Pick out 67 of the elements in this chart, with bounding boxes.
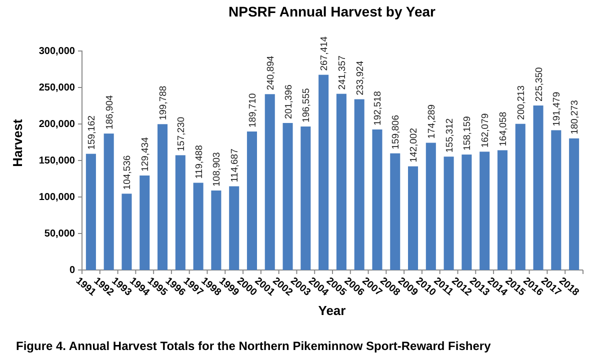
bar: [264, 94, 275, 270]
bar: [175, 155, 186, 270]
data-label: 104,536: [122, 155, 134, 190]
bar: [533, 105, 544, 270]
bar: [300, 126, 311, 270]
bar: [372, 129, 382, 270]
bar: [444, 156, 454, 270]
bar: [211, 190, 222, 270]
bar: [104, 134, 114, 270]
bar: [282, 122, 293, 270]
data-label: 201,396: [283, 84, 294, 119]
data-label: 189,710: [247, 93, 258, 128]
data-label: 192,518: [372, 91, 384, 126]
data-label: 155,312: [444, 118, 456, 153]
data-label: 241,357: [336, 55, 348, 90]
data-label: 267,414: [319, 36, 330, 71]
x-axis-title: Year: [318, 303, 346, 318]
data-label: 200,213: [516, 86, 527, 120]
data-label: 164,058: [498, 112, 509, 146]
bar: [426, 142, 436, 270]
bar: [480, 152, 490, 270]
bar: [229, 186, 240, 270]
data-label: 199,788: [158, 86, 170, 120]
data-label: 162,079: [480, 113, 492, 148]
data-label: 225,350: [534, 67, 545, 102]
y-tick-label: 250,000: [38, 82, 76, 94]
data-label: 159,806: [390, 115, 402, 150]
data-label: 191,479: [552, 92, 563, 126]
bar: [336, 94, 346, 270]
bar: [462, 154, 472, 270]
data-label: 114,687: [230, 148, 241, 182]
data-label: 158,159: [462, 116, 474, 151]
data-label: 129,434: [140, 137, 152, 172]
y-tick-label: 200,000: [38, 119, 76, 130]
bar: [193, 182, 204, 270]
y-tick-label: 150,000: [38, 156, 76, 167]
data-label: 186,904: [104, 95, 116, 130]
bar: [390, 153, 400, 270]
bar: [318, 74, 329, 270]
bar: [354, 99, 364, 270]
bar: [515, 124, 526, 270]
caption: Figure 4. Annual Harvest Totals for the Northern Pikeminnow Sport-Reward Fishery: [16, 339, 492, 353]
y-tick-label: 0: [69, 265, 76, 276]
y-tick-label: 100,000: [38, 192, 76, 204]
bar: [569, 138, 580, 270]
bar: [408, 166, 418, 270]
bar: [497, 150, 508, 270]
data-label: 240,894: [265, 56, 276, 90]
bar: [551, 130, 562, 270]
data-label: 180,273: [570, 100, 581, 134]
y-axis-title: Harvest: [10, 118, 25, 167]
data-label: 157,230: [176, 116, 187, 152]
bar: [122, 194, 132, 270]
y-tick-label: 300,000: [38, 46, 76, 58]
data-label: 196,555: [301, 88, 312, 123]
chart-title: NPSRF Annual Harvest by Year: [228, 3, 436, 20]
data-label: 108,903: [212, 152, 223, 186]
bar: [86, 154, 96, 270]
data-label: 142,002: [408, 128, 420, 162]
data-label: 159,162: [86, 115, 98, 150]
y-tick-label: 50,000: [44, 228, 76, 240]
bar: [140, 176, 150, 270]
bar: [246, 132, 257, 270]
data-label: 119,488: [194, 145, 205, 179]
data-label: 174,289: [426, 104, 438, 139]
data-label: 233,924: [354, 60, 366, 96]
bar: [158, 124, 168, 270]
